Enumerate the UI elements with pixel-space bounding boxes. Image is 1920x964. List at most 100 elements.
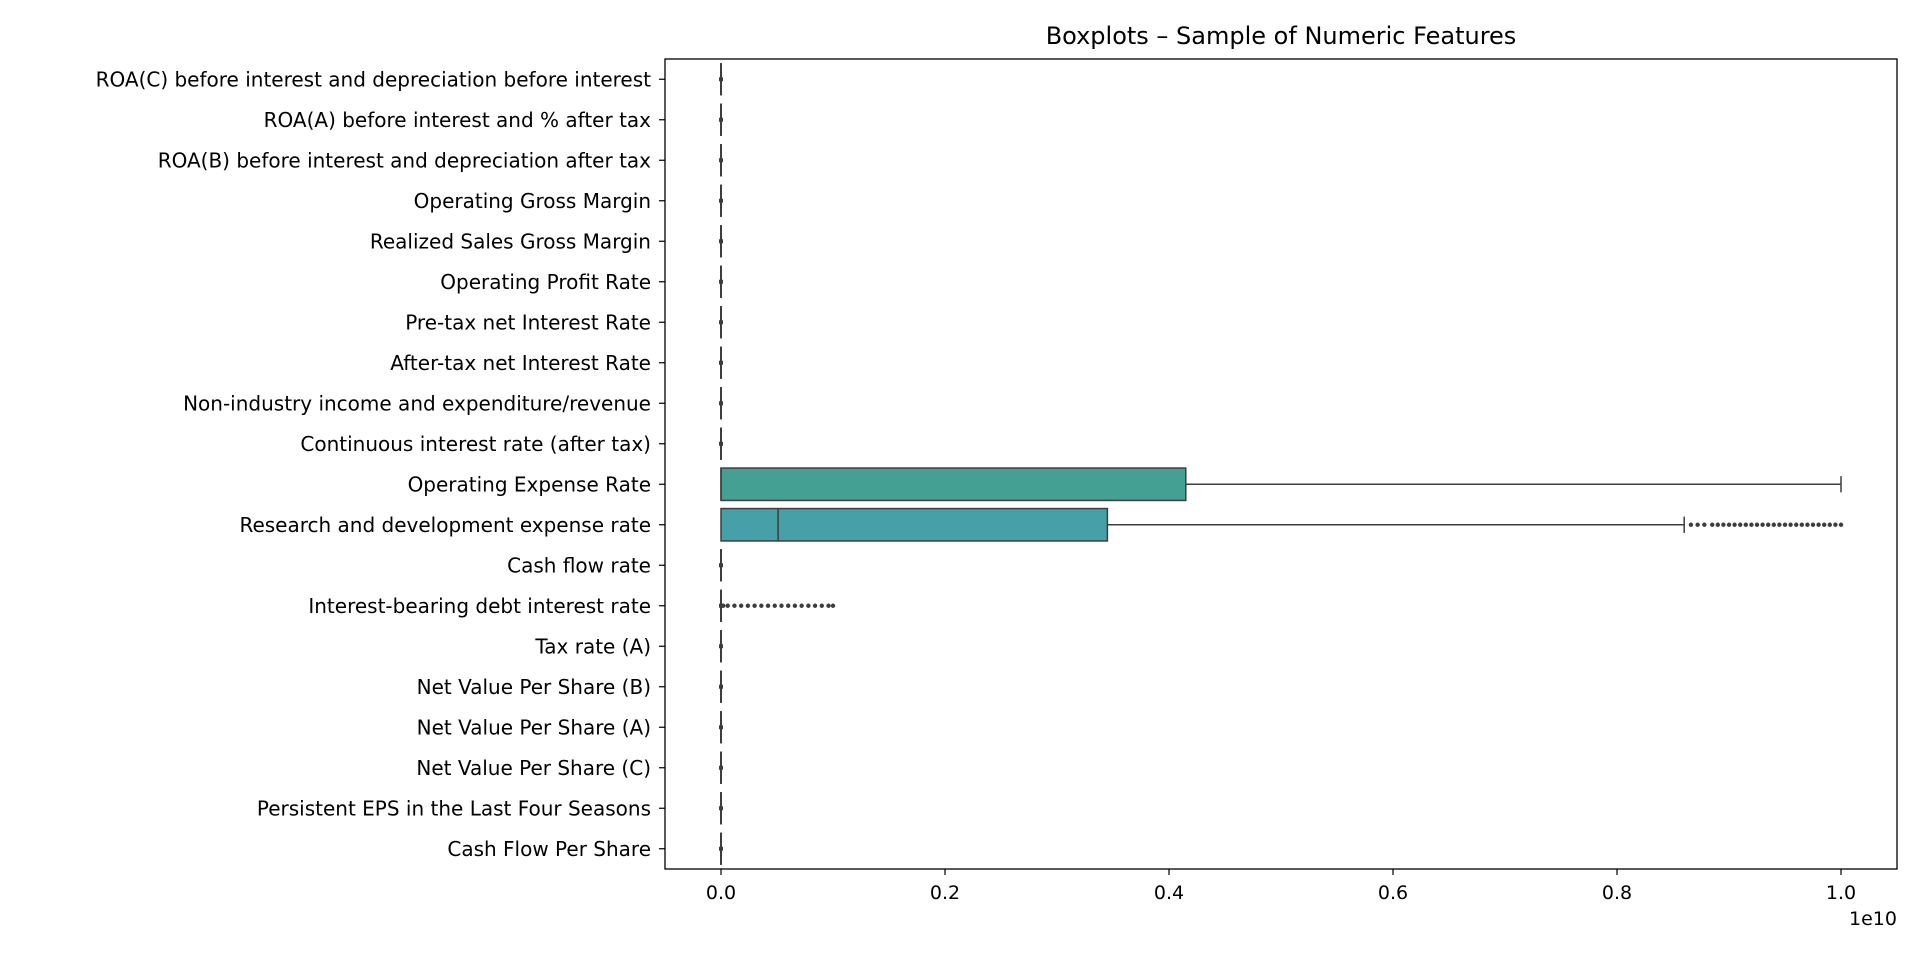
outlier-point	[1822, 522, 1827, 527]
collapsed-marker	[719, 684, 723, 689]
outlier-point	[765, 603, 771, 608]
outlier-point	[738, 603, 744, 608]
y-tick-label: Tax rate (A)	[534, 634, 651, 658]
outlier-point	[721, 603, 726, 608]
box-9	[719, 427, 723, 460]
box-16	[719, 711, 723, 744]
outlier-point	[799, 603, 804, 608]
collapsed-marker	[719, 603, 723, 608]
x-tick-label: 0.4	[1154, 882, 1184, 904]
box-8	[719, 387, 723, 420]
x-tick-label: 0.0	[706, 882, 736, 904]
outlier-point	[1766, 522, 1771, 527]
box-17	[719, 751, 723, 784]
box-19	[719, 832, 723, 865]
box-1	[719, 103, 723, 136]
outlier-point	[792, 603, 798, 608]
x-axis: 0.0 0.2 0.4 0.6 0.8 1.0	[706, 869, 1856, 904]
outlier-point	[725, 603, 730, 608]
collapsed-marker	[719, 846, 723, 851]
y-tick-label: Pre-tax net Interest Rate	[405, 310, 651, 334]
collapsed-marker	[719, 320, 723, 325]
outlier-point	[1702, 522, 1707, 527]
outlier-point	[772, 603, 777, 608]
axes-frame	[664, 58, 1898, 870]
y-tick-label: Operating Expense Rate	[408, 472, 651, 496]
y-tick-label: Interest-bearing debt interest rate	[308, 594, 651, 618]
outlier-point	[1710, 522, 1715, 527]
outlier-point	[1838, 522, 1844, 527]
box-15	[719, 670, 723, 703]
box-iqr	[720, 507, 1109, 542]
outlier-point	[806, 603, 811, 608]
outlier-point	[1749, 522, 1754, 527]
outlier-point	[752, 603, 757, 608]
outlier-point	[1788, 522, 1793, 527]
box-3	[719, 184, 723, 217]
y-tick-label: Research and development expense rate	[239, 513, 651, 537]
outlier-point	[1743, 522, 1749, 527]
box-11	[720, 507, 1844, 542]
outlier-point	[1688, 522, 1694, 527]
outlier-point	[1754, 522, 1760, 527]
outlier-point	[1782, 522, 1788, 527]
collapsed-marker	[719, 806, 723, 811]
outlier-point	[1833, 522, 1838, 527]
outlier-point	[1738, 522, 1743, 527]
outlier-point	[830, 603, 836, 608]
y-tick-label: Cash flow rate	[507, 553, 651, 577]
y-tick-label: Persistent EPS in the Last Four Seasons	[257, 796, 651, 820]
outlier-point	[1760, 522, 1765, 527]
outlier-point	[1732, 522, 1737, 527]
box-4	[719, 225, 723, 258]
outlier-point	[812, 603, 818, 608]
box-0	[719, 63, 723, 96]
collapsed-marker	[719, 360, 723, 365]
plot-area	[719, 63, 1844, 865]
x-tick-label: 0.8	[1602, 882, 1632, 904]
outlier-point	[1799, 522, 1805, 527]
collapsed-marker	[719, 725, 723, 730]
outlier-point	[1805, 522, 1810, 527]
outlier-point	[1794, 522, 1799, 527]
chart-title: Boxplots – Sample of Numeric Features	[1046, 22, 1517, 50]
collapsed-marker	[719, 239, 723, 244]
box-6	[719, 306, 723, 339]
outlier-point	[1816, 522, 1821, 527]
x-axis-scale-label: 1e10	[1849, 908, 1897, 930]
box-iqr	[720, 467, 1187, 502]
box-12	[719, 549, 723, 582]
box-10	[720, 467, 1842, 502]
collapsed-marker	[719, 441, 723, 446]
box-18	[719, 792, 723, 825]
collapsed-marker	[719, 279, 723, 284]
outlier-point	[826, 603, 831, 608]
outlier-point	[1771, 522, 1777, 527]
outlier-point	[1715, 522, 1721, 527]
y-tick-label: ROA(C) before interest and depreciation …	[96, 67, 652, 91]
outlier-point	[745, 603, 751, 608]
y-tick-label: Net Value Per Share (A)	[417, 715, 651, 739]
outlier-point	[732, 603, 737, 608]
x-tick-label: 1.0	[1826, 882, 1856, 904]
outlier-point	[786, 603, 791, 608]
y-tick-label: Non-industry income and expenditure/reve…	[183, 391, 651, 415]
outlier-point	[779, 603, 784, 608]
outlier-point	[1777, 522, 1782, 527]
y-tick-label: Realized Sales Gross Margin	[370, 229, 651, 253]
collapsed-marker	[719, 77, 723, 82]
y-tick-label: Cash Flow Per Share	[447, 837, 651, 861]
y-tick-label: After-tax net Interest Rate	[390, 351, 651, 375]
outlier-point	[1827, 522, 1833, 527]
collapsed-marker	[719, 563, 723, 568]
y-tick-label: Continuous interest rate (after tax)	[300, 432, 651, 456]
y-tick-label: Operating Profit Rate	[440, 270, 651, 294]
y-tick-label: Net Value Per Share (B)	[417, 675, 651, 699]
box-2	[719, 144, 723, 177]
collapsed-marker	[719, 644, 723, 649]
x-tick-label: 0.2	[930, 882, 960, 904]
outlier-point	[819, 603, 824, 608]
y-tick-label: ROA(B) before interest and depreciation …	[158, 148, 651, 172]
outlier-point	[1810, 522, 1816, 527]
